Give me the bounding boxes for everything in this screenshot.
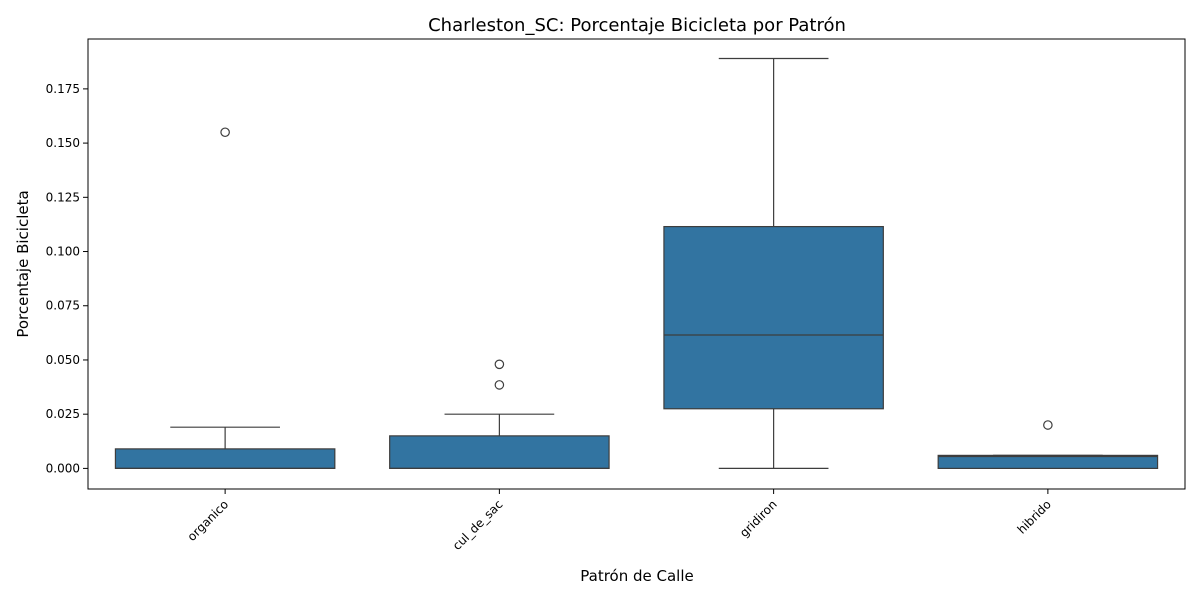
outlier-point bbox=[220, 127, 230, 138]
outlier-point bbox=[1043, 420, 1053, 430]
y-tick-label: 0.175 bbox=[46, 82, 80, 96]
y-tick-label: 0.050 bbox=[46, 353, 80, 367]
y-tick-label: 0.075 bbox=[46, 299, 80, 313]
plot-area bbox=[114, 57, 1159, 469]
box-iqr bbox=[389, 435, 610, 469]
x-axis-label: Patrón de Calle bbox=[580, 567, 693, 585]
x-tick-label: hibrido bbox=[1015, 497, 1054, 536]
box-group-cul_de_sac bbox=[389, 359, 610, 469]
box-iqr bbox=[937, 454, 1159, 469]
x-axis: organico cul_de_sac gridiron hibrido bbox=[185, 489, 1054, 553]
y-tick-label: 0.125 bbox=[46, 190, 80, 204]
chart-title: Charleston_SC: Porcentaje Bicicleta por … bbox=[428, 15, 846, 36]
x-tick-label: organico bbox=[185, 497, 232, 544]
outlier-point bbox=[494, 359, 505, 370]
box-group-hibrido bbox=[937, 420, 1159, 469]
y-tick-label: 0.025 bbox=[46, 407, 80, 421]
x-tick-label: cul_de_sac bbox=[450, 497, 506, 553]
box-iqr bbox=[114, 448, 336, 469]
y-tick-label: 0.100 bbox=[46, 245, 80, 259]
y-tick-label: 0.150 bbox=[46, 136, 80, 150]
y-axis-label: Porcentaje Bicicleta bbox=[14, 190, 32, 337]
box-group-gridiron bbox=[663, 57, 884, 469]
y-axis: 0.000 0.025 0.050 0.075 0.100 0.125 0.150 0.175 bbox=[46, 82, 88, 475]
plot-frame bbox=[87, 38, 1186, 490]
box-iqr bbox=[663, 225, 884, 410]
box-group-organico bbox=[114, 127, 336, 469]
y-tick-label: 0.000 bbox=[46, 461, 80, 475]
x-tick-label: gridiron bbox=[737, 497, 780, 540]
outlier-point bbox=[494, 380, 505, 390]
